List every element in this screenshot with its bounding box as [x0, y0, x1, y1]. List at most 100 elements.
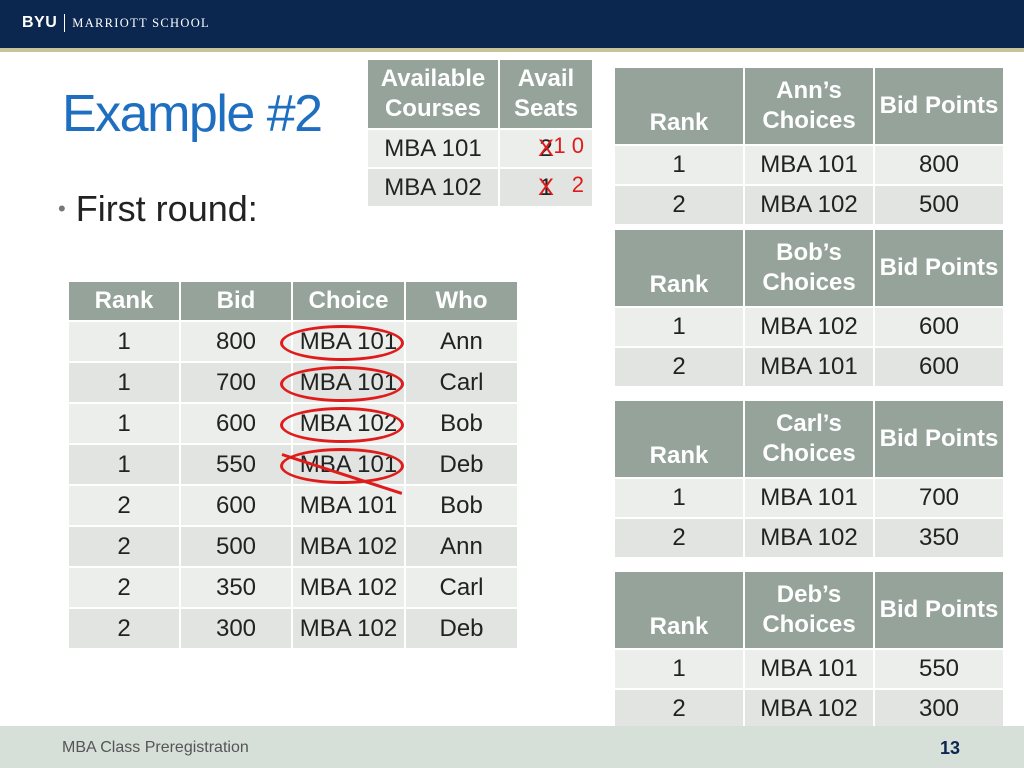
table-row: 2 MBA 102 300 — [615, 690, 1003, 728]
table-row: 2 600 MBA 101 Bob — [69, 486, 517, 525]
points-cell: 550 — [875, 650, 1003, 688]
rank-cell: 1 — [69, 445, 179, 484]
table-row: 1 MBA 102 600 — [615, 308, 1003, 346]
choice-cell: MBA 101 — [745, 479, 873, 517]
bob-choices-table: Rank Bob’s Choices Bid Points 1 MBA 102 … — [613, 228, 1005, 388]
choice-cell: MBA 102 — [293, 609, 404, 648]
bid-cell: 800 — [181, 322, 291, 361]
slide-title: Example #2 — [62, 85, 323, 143]
table-row: 2 MBA 102 350 — [615, 519, 1003, 557]
table-row: 2 300 MBA 102 Deb — [69, 609, 517, 648]
choice-cell: MBA 101 — [293, 363, 404, 402]
table-row: 1 550 MBA 101 Deb — [69, 445, 517, 484]
choice-cell: MBA 101 — [293, 322, 404, 361]
table-row: 1 700 MBA 101 Carl — [69, 363, 517, 402]
rank-cell: 1 — [615, 479, 743, 517]
table-row: 2 MBA 102 500 — [615, 186, 1003, 224]
table-row: MBA 101 2 X 1 0 — [368, 130, 592, 167]
table-row: 1 800 MBA 101 Ann — [69, 322, 517, 361]
header-rank: Rank — [69, 282, 179, 320]
table-row: 1 600 MBA 102 Bob — [69, 404, 517, 443]
points-cell: 600 — [875, 348, 1003, 386]
header-choices: Ann’s Choices — [745, 68, 873, 144]
rank-cell: 1 — [69, 322, 179, 361]
top-banner — [0, 0, 1024, 48]
who-cell: Carl — [406, 363, 517, 402]
rank-cell: 2 — [615, 186, 743, 224]
choice-cell: MBA 101 — [745, 146, 873, 184]
who-cell: Bob — [406, 486, 517, 525]
rank-cell: 2 — [615, 348, 743, 386]
points-cell: 600 — [875, 308, 1003, 346]
header-bid-points: Bid Points — [875, 401, 1003, 477]
bid-cell: 300 — [181, 609, 291, 648]
page-number: 13 — [940, 738, 961, 758]
who-cell: Deb — [406, 609, 517, 648]
rank-cell: 2 — [69, 568, 179, 607]
strike-x-icon: X — [537, 134, 555, 162]
points-cell: 800 — [875, 146, 1003, 184]
choice-cell: MBA 102 — [293, 527, 404, 566]
table-header-row: Rank Bob’s Choices Bid Points — [615, 230, 1003, 306]
bullet-text: First round: — [75, 188, 258, 229]
header-rank: Rank — [615, 572, 743, 648]
bullet-item: • First round: — [58, 188, 258, 230]
bid-cell: 700 — [181, 363, 291, 402]
logo-separator — [64, 14, 66, 32]
who-cell: Bob — [406, 404, 517, 443]
header-choices: Carl’s Choices — [745, 401, 873, 477]
header-rank: Rank — [615, 401, 743, 477]
carl-choices-table: Rank Carl’s Choices Bid Points 1 MBA 101… — [613, 399, 1005, 559]
choice-cell: MBA 101 — [293, 486, 404, 525]
bid-cell: 350 — [181, 568, 291, 607]
table-row: 2 350 MBA 102 Carl — [69, 568, 517, 607]
bid-cell: 600 — [181, 486, 291, 525]
points-cell: 500 — [875, 186, 1003, 224]
choice-cell: MBA 102 — [745, 690, 873, 728]
table-row: MBA 102 1 X 2 — [368, 169, 592, 206]
seats-cell: 2 X 1 0 — [500, 130, 592, 167]
course-cell: MBA 101 — [368, 130, 498, 167]
table-row: 1 MBA 101 800 — [615, 146, 1003, 184]
footer-text: MBA Class Preregistration — [62, 739, 249, 756]
choice-cell: MBA 101 — [745, 650, 873, 688]
seats-original-value: 2 — [539, 134, 553, 162]
header-choices: Bob’s Choices — [745, 230, 873, 306]
choice-cell: MBA 102 — [745, 308, 873, 346]
course-cell: MBA 102 — [368, 169, 498, 206]
header-available-courses: Available Courses — [368, 60, 498, 128]
seats-original-value: 1 — [539, 173, 553, 201]
strike-x-icon: X — [537, 173, 555, 201]
table-header-row: Available Courses Avail Seats — [368, 60, 592, 128]
table-row: 2 500 MBA 102 Ann — [69, 527, 517, 566]
bullet-dot-icon: • — [58, 196, 66, 221]
who-cell: Ann — [406, 322, 517, 361]
points-cell: 350 — [875, 519, 1003, 557]
logo-byu-text: BYU — [22, 14, 58, 31]
rank-cell: 2 — [69, 527, 179, 566]
rank-cell: 1 — [615, 308, 743, 346]
bid-cell: 500 — [181, 527, 291, 566]
bid-cell: 550 — [181, 445, 291, 484]
table-header-row: Rank Bid Choice Who — [69, 282, 517, 320]
seats-correction: 1 0 — [553, 133, 584, 158]
who-cell: Ann — [406, 527, 517, 566]
available-courses-table: Available Courses Avail Seats MBA 101 2 … — [366, 58, 594, 208]
header-choice: Choice — [293, 282, 404, 320]
rank-cell: 1 — [615, 146, 743, 184]
rank-cell: 2 — [69, 609, 179, 648]
rank-cell: 2 — [615, 519, 743, 557]
who-cell: Carl — [406, 568, 517, 607]
ann-choices-table: Rank Ann’s Choices Bid Points 1 MBA 101 … — [613, 66, 1005, 226]
header-bid-points: Bid Points — [875, 572, 1003, 648]
who-cell: Deb — [406, 445, 517, 484]
choice-cell: MBA 101 — [745, 348, 873, 386]
header-rank: Rank — [615, 230, 743, 306]
header-bid-points: Bid Points — [875, 230, 1003, 306]
choice-cell: MBA 102 — [293, 404, 404, 443]
rank-cell: 1 — [615, 650, 743, 688]
table-row: 2 MBA 101 600 — [615, 348, 1003, 386]
header-choices: Deb’s Choices — [745, 572, 873, 648]
rank-cell: 1 — [69, 404, 179, 443]
table-row: 1 MBA 101 700 — [615, 479, 1003, 517]
